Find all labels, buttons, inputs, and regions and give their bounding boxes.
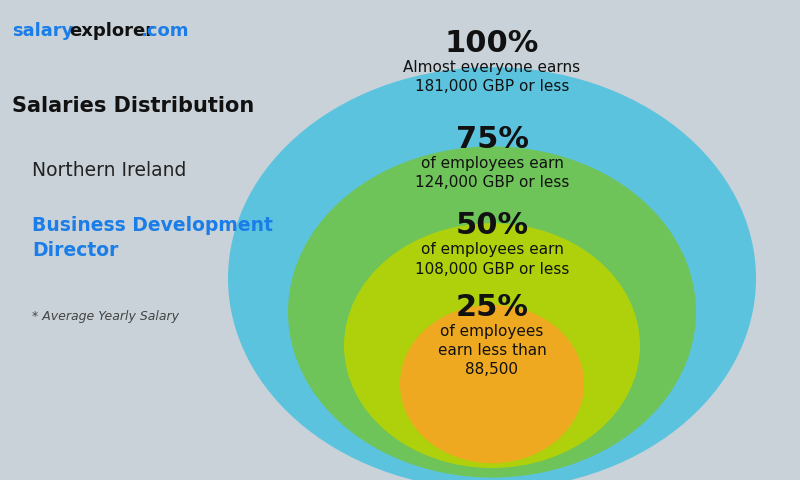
Ellipse shape <box>288 146 696 478</box>
Text: Northern Ireland: Northern Ireland <box>32 161 186 180</box>
Text: Salaries Distribution: Salaries Distribution <box>12 96 254 116</box>
Ellipse shape <box>228 67 756 480</box>
Text: of employees earn
108,000 GBP or less: of employees earn 108,000 GBP or less <box>415 242 569 276</box>
Text: 50%: 50% <box>455 211 529 240</box>
Text: salary: salary <box>12 22 74 40</box>
Text: Almost everyone earns
181,000 GBP or less: Almost everyone earns 181,000 GBP or les… <box>403 60 581 94</box>
Text: 75%: 75% <box>455 125 529 154</box>
Ellipse shape <box>400 305 584 463</box>
Text: of employees
earn less than
88,500: of employees earn less than 88,500 <box>438 324 546 377</box>
Text: 100%: 100% <box>445 29 539 58</box>
Text: explorer: explorer <box>70 22 154 40</box>
Ellipse shape <box>344 223 640 468</box>
Text: Business Development
Director: Business Development Director <box>32 216 273 260</box>
Text: * Average Yearly Salary: * Average Yearly Salary <box>32 310 179 323</box>
Text: of employees earn
124,000 GBP or less: of employees earn 124,000 GBP or less <box>415 156 569 190</box>
Text: .com: .com <box>140 22 189 40</box>
Text: 25%: 25% <box>455 293 529 322</box>
